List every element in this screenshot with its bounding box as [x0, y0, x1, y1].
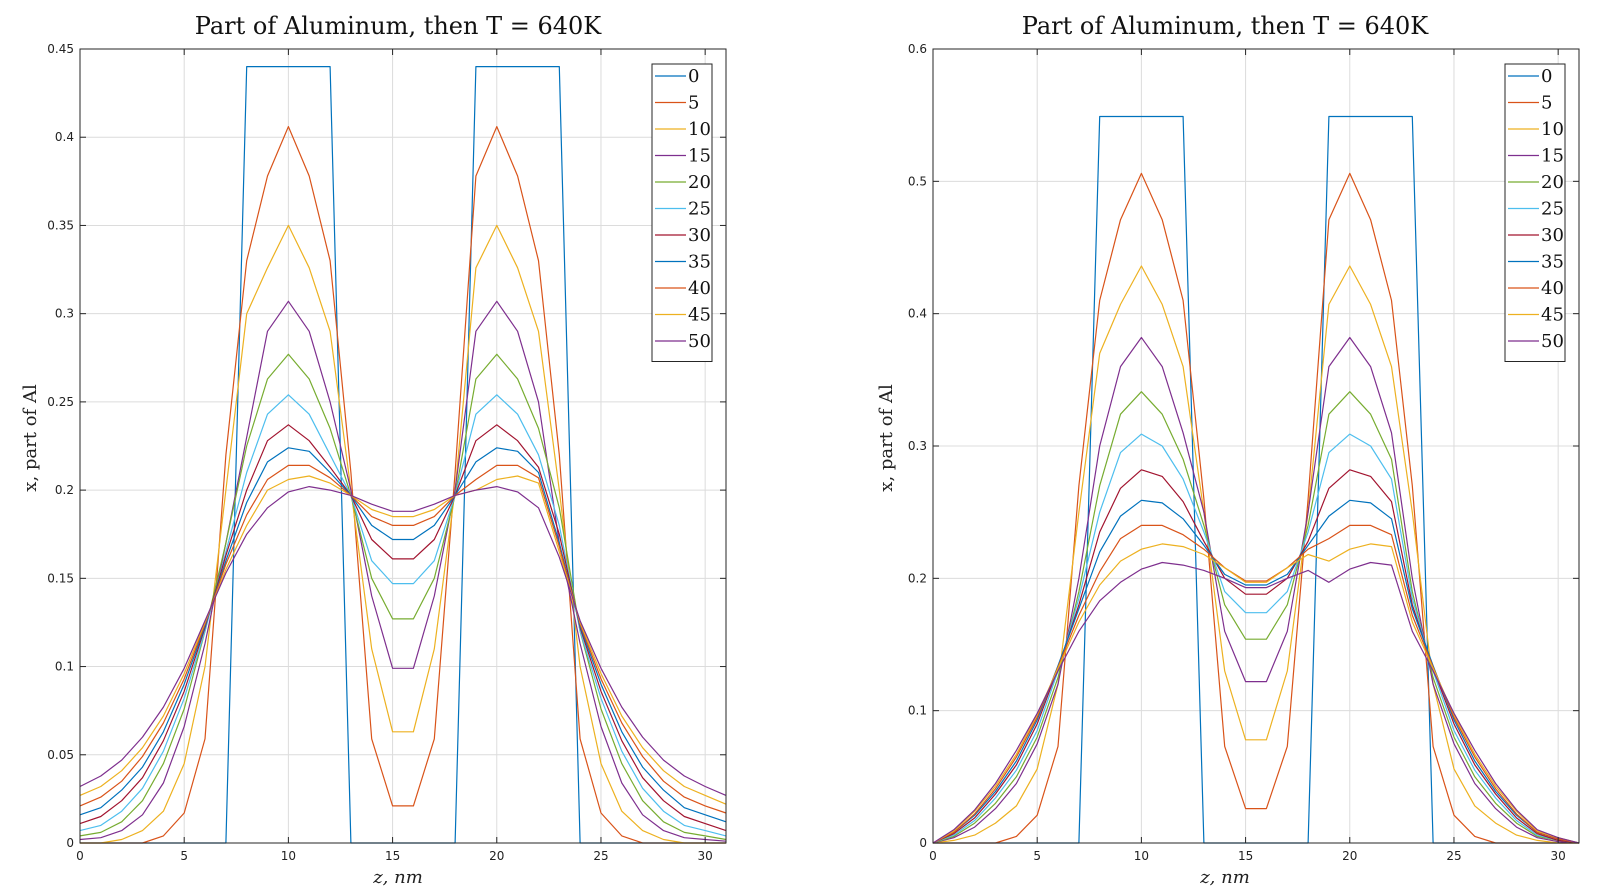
series-line-25 — [79, 394, 727, 837]
x-tick-label: 15 — [1238, 849, 1253, 863]
series-line-5 — [933, 172, 1579, 844]
series-line-40 — [932, 524, 1580, 844]
legend-label: 40 — [1541, 278, 1564, 299]
grid — [79, 48, 726, 844]
ticks: 0 5 10 15 20 25 30 0 0.05 0.1 0.15 0.2 0.25 0.3 0.35 0.… — [47, 42, 726, 863]
legend-label: 25 — [688, 199, 711, 220]
x-tick-label: 5 — [180, 849, 188, 863]
legend-label: 25 — [1541, 199, 1564, 220]
legend-label: 15 — [688, 146, 711, 167]
series-line-45 — [932, 543, 1580, 844]
legend-label: 10 — [688, 119, 711, 140]
legend-label: 50 — [1541, 331, 1564, 352]
y-tick-label: 0.05 — [47, 748, 74, 762]
y-axis-label: x, part of Al — [20, 384, 41, 492]
legend-label: 35 — [688, 252, 711, 273]
legend-label: 45 — [1541, 305, 1564, 326]
chart-title: Part of Aluminum, then T = 640K — [195, 12, 602, 40]
x-axis-label: z, nm — [372, 867, 423, 888]
x-tick-label: 20 — [1342, 849, 1357, 863]
y-tick-label: 0.2 — [55, 483, 74, 497]
chart-left: Part of Aluminum, then T = 640K z, nm x,… — [20, 12, 727, 888]
y-tick-label: 0.6 — [908, 42, 927, 56]
x-tick-label: 20 — [489, 849, 504, 863]
series-group — [79, 65, 727, 844]
legend-label: 10 — [1541, 119, 1564, 140]
x-axis-label: z, nm — [1199, 867, 1250, 888]
series-line-50 — [932, 561, 1580, 844]
y-tick-label: 0.2 — [908, 571, 927, 585]
x-tick-label: 0 — [76, 849, 84, 863]
y-tick-label: 0.45 — [47, 42, 74, 56]
series-line-10 — [932, 265, 1579, 844]
series-line-15 — [932, 336, 1580, 844]
chart-right: Part of Aluminum, then T = 640K z, nm x,… — [876, 12, 1580, 888]
series-line-30 — [79, 424, 727, 832]
x-tick-label: 15 — [385, 849, 400, 863]
x-tick-label: 5 — [1033, 849, 1041, 863]
y-tick-label: 0.35 — [47, 218, 74, 232]
legend-label: 20 — [1541, 172, 1564, 193]
series-line-45 — [79, 475, 727, 805]
y-tick-label: 0.4 — [55, 130, 74, 144]
y-tick-label: 0.15 — [47, 571, 74, 585]
legend-label: 20 — [688, 172, 711, 193]
legend-label: 30 — [688, 225, 711, 246]
series-line-30 — [932, 469, 1580, 844]
legend-label: 30 — [1541, 225, 1564, 246]
y-tick-label: 0.3 — [55, 307, 74, 321]
y-tick-label: 0.1 — [55, 660, 74, 674]
legend-label: 50 — [688, 331, 711, 352]
series-line-5 — [80, 125, 726, 844]
series-line-35 — [932, 499, 1580, 844]
series-line-50 — [79, 486, 727, 796]
x-tick-label: 25 — [1446, 849, 1461, 863]
legend-label: 0 — [1541, 66, 1552, 87]
y-tick-label: 0.3 — [908, 439, 927, 453]
series-line-20 — [79, 353, 727, 841]
y-tick-label: 0.1 — [908, 704, 927, 718]
y-tick-label: 0 — [66, 836, 74, 850]
axes-box — [79, 48, 727, 844]
legend-label: 0 — [688, 66, 699, 87]
x-tick-label: 30 — [1551, 849, 1566, 863]
y-tick-label: 0.25 — [47, 395, 74, 409]
legend-box — [1504, 63, 1566, 362]
x-tick-label: 30 — [698, 849, 713, 863]
y-tick-label: 0 — [919, 836, 927, 850]
legend-label: 15 — [1541, 146, 1564, 167]
series-line-20 — [932, 391, 1580, 844]
x-tick-label: 10 — [1134, 849, 1149, 863]
legend-label: 5 — [688, 93, 699, 114]
chart-title: Part of Aluminum, then T = 640K — [1022, 12, 1429, 40]
legend: 0 5 10 15 20 25 30 35 40 45 50 — [651, 63, 713, 362]
x-tick-label: 10 — [281, 849, 296, 863]
series-line-15 — [79, 300, 727, 842]
x-tick-label: 0 — [929, 849, 937, 863]
ticks: 0 5 10 15 20 25 30 0 0.1 0.2 0.3 0.4 0.5 0.6 — [908, 42, 1579, 863]
legend-label: 45 — [688, 305, 711, 326]
y-tick-label: 0.4 — [908, 307, 927, 321]
series-line-40 — [79, 464, 727, 814]
legend-box — [651, 63, 713, 362]
legend-label: 5 — [1541, 93, 1552, 114]
series-line-35 — [79, 447, 727, 823]
series-line-10 — [80, 224, 726, 844]
y-axis-label: x, part of Al — [876, 384, 897, 492]
y-tick-label: 0.5 — [908, 174, 927, 188]
grid — [932, 48, 1579, 844]
legend-label: 40 — [688, 278, 711, 299]
legend: 0 5 10 15 20 25 30 35 40 45 50 — [1504, 63, 1566, 362]
series-line-25 — [932, 433, 1580, 844]
series-group — [932, 115, 1580, 844]
x-tick-label: 25 — [593, 849, 608, 863]
legend-label: 35 — [1541, 252, 1564, 273]
